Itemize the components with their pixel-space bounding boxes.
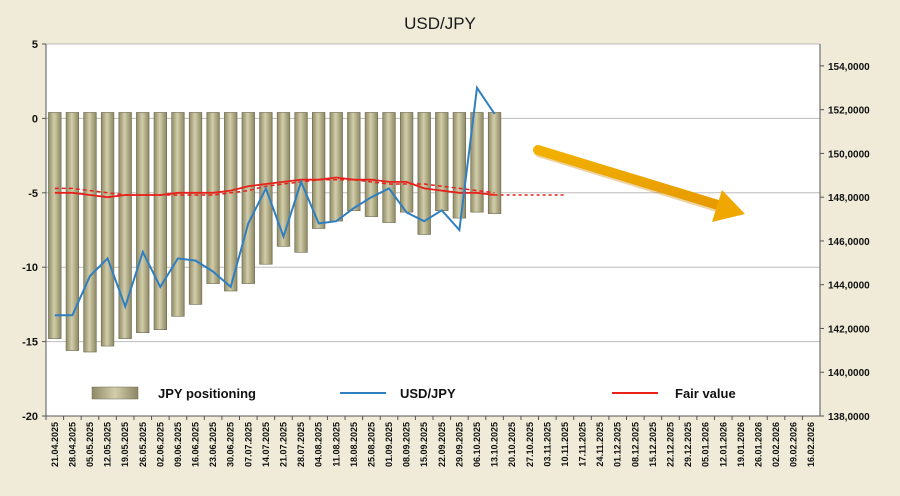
bar-positioning — [329, 112, 343, 222]
x-tick-label: 09.02.2026 — [789, 422, 799, 467]
line-usdjpy — [54, 85, 496, 317]
bar-positioning — [276, 112, 291, 247]
bar-positioning — [399, 112, 414, 213]
left-tick-label: -15 — [22, 337, 38, 349]
right-tick-label: 154,0000 — [828, 62, 870, 73]
x-tick-label: 19.01.2026 — [736, 422, 746, 467]
right-tick-label: 150,0000 — [828, 149, 870, 160]
x-tick-label: 01.09.2025 — [384, 422, 394, 467]
bar-positioning — [417, 112, 431, 235]
right-tick-label: 142,0000 — [828, 324, 870, 335]
chart-title: USD/JPY — [404, 14, 476, 33]
x-tick-label: 27.10.2025 — [525, 422, 535, 467]
x-tick-label: 04.08.2025 — [314, 422, 324, 467]
x-tick-label: 22.09.2025 — [437, 422, 447, 467]
x-tick-label: 21.04.2025 — [50, 422, 60, 467]
x-tick-label: 21.07.2025 — [278, 422, 288, 467]
bar-positioning — [118, 112, 132, 339]
left-tick-label: -5 — [28, 188, 38, 200]
left-tick-label: -10 — [22, 262, 38, 274]
x-tick-label: 08.12.2025 — [630, 422, 640, 467]
bars-series — [48, 112, 502, 353]
left-tick-label: -20 — [22, 411, 38, 423]
x-tick-label: 26.01.2026 — [753, 422, 763, 467]
bar-positioning — [224, 112, 238, 292]
x-tick-label: 26.05.2025 — [138, 422, 148, 467]
x-tick-label: 12.01.2026 — [718, 422, 728, 467]
x-tick-label: 16.02.2026 — [806, 422, 816, 467]
bar-positioning — [382, 112, 396, 223]
x-tick-label: 28.07.2025 — [296, 422, 306, 467]
right-tick-label: 146,0000 — [828, 237, 870, 248]
line-fair-value — [54, 176, 495, 199]
x-tick-label: 24.11.2025 — [595, 422, 605, 467]
bar-positioning — [153, 112, 167, 330]
left-tick-label: 5 — [32, 39, 38, 51]
x-tick-label: 30.06.2025 — [226, 422, 236, 467]
bar-positioning — [435, 112, 449, 211]
legend-label-positioning: JPY positioning — [158, 386, 256, 401]
x-tick-label: 29.09.2025 — [454, 422, 464, 467]
x-tick-label: 02.06.2025 — [155, 422, 165, 467]
bar-positioning — [241, 112, 255, 284]
x-tick-label: 15.12.2025 — [648, 422, 658, 467]
bar-positioning — [312, 112, 326, 229]
x-tick-label: 07.07.2025 — [243, 422, 253, 467]
x-tick-label: 23.06.2025 — [208, 422, 218, 467]
x-tick-label: 19.05.2025 — [120, 422, 130, 467]
x-tick-label: 15.09.2025 — [419, 422, 429, 467]
lines-series — [54, 85, 565, 317]
x-tick-label: 22.12.2025 — [665, 422, 675, 467]
x-tick-label: 29.12.2025 — [683, 422, 693, 467]
legend-label-usdjpy: USD/JPY — [400, 386, 456, 401]
x-tick-label: 28.04.2025 — [67, 422, 77, 467]
bar-positioning — [206, 112, 220, 284]
x-tick-label: 16.06.2025 — [191, 422, 201, 467]
x-tick-label: 14.07.2025 — [261, 422, 271, 467]
right-tick-label: 140,0000 — [828, 368, 870, 379]
right-tick-label: 138,0000 — [828, 412, 870, 423]
x-tick-label: 20.10.2025 — [507, 422, 517, 467]
bar-positioning — [83, 112, 97, 353]
x-tick-label: 11.08.2025 — [331, 422, 341, 467]
left-tick-label: 0 — [32, 113, 38, 125]
bar-positioning — [364, 112, 379, 217]
x-tick-label: 02.02.2026 — [771, 422, 781, 467]
legend-label-fair-value: Fair value — [675, 386, 736, 401]
right-tick-label: 144,0000 — [828, 281, 870, 292]
x-tick-label: 08.09.2025 — [402, 422, 412, 467]
bar-positioning — [487, 112, 502, 214]
axes: 5 0 -5 -10 -15 -20 154,0000 152,0000 150,0000 148… — [22, 39, 870, 467]
bar-positioning — [136, 112, 150, 333]
x-tick-label: 05.01.2026 — [701, 422, 711, 467]
x-tick-label: 12.05.2025 — [103, 422, 113, 467]
x-tick-label: 05.05.2025 — [85, 422, 95, 467]
x-tick-label: 25.08.2025 — [366, 422, 376, 467]
x-tick-label: 13.10.2025 — [490, 422, 500, 467]
bar-positioning — [171, 112, 185, 317]
trend-arrow-icon — [533, 145, 745, 222]
bar-positioning — [188, 112, 203, 305]
bar-positioning — [470, 112, 484, 213]
bar-positioning — [347, 112, 361, 211]
right-tick-label: 152,0000 — [828, 106, 870, 117]
x-tick-label: 03.11.2025 — [542, 422, 552, 467]
bar-positioning — [65, 112, 80, 351]
x-tick-label: 18.08.2025 — [349, 422, 359, 467]
right-tick-label: 148,0000 — [828, 193, 870, 204]
x-tick-label: 17.11.2025 — [578, 422, 588, 467]
legend: JPY positioning USD/JPY Fair value — [91, 386, 736, 401]
x-tick-label: 09.06.2025 — [173, 422, 183, 467]
bar-positioning — [100, 112, 115, 347]
x-tick-label: 01.12.2025 — [613, 422, 623, 467]
bar-positioning — [48, 112, 62, 339]
x-tick-label: 10.11.2025 — [560, 422, 570, 467]
legend-swatch-positioning — [91, 386, 139, 400]
x-tick-label: 06.10.2025 — [472, 422, 482, 467]
